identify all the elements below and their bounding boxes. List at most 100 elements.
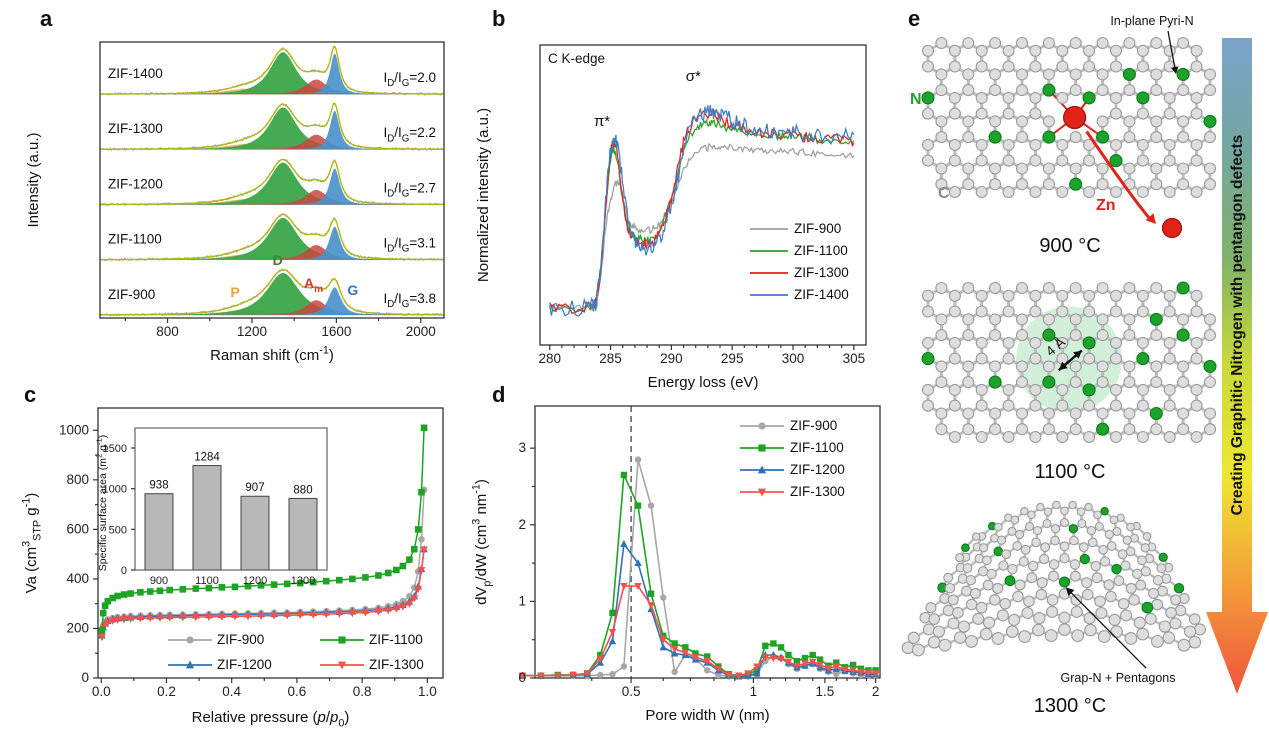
y-tick-label: 1000	[103, 484, 127, 496]
carbon-atom	[1042, 360, 1055, 373]
carbon-atom	[1203, 376, 1217, 389]
y-axis-label: Normalized intensity (a.u.)	[475, 108, 492, 282]
legend-item: ZIF-900	[217, 632, 264, 647]
carbon-atom	[962, 84, 975, 97]
carbon-atom	[996, 535, 1007, 545]
bar-category-label: 1100	[195, 575, 219, 587]
carbon-atom	[1042, 115, 1055, 128]
panel-b-label: b	[492, 6, 506, 31]
carbon-atom	[1015, 178, 1029, 191]
carbon-atom	[927, 635, 941, 649]
carbon-atom	[943, 572, 954, 583]
carbon-atom	[1029, 154, 1042, 167]
caption-900c: 900 °C	[1039, 235, 1100, 257]
nitrogen-atom	[961, 543, 970, 553]
y-tick-label: 1500	[103, 443, 127, 455]
carbon-atom	[1126, 522, 1135, 532]
carbon-atom	[948, 399, 961, 412]
carbon-atom	[1056, 383, 1069, 396]
x-tick-label: 290	[660, 351, 683, 366]
process-gradient-arrowhead	[1206, 612, 1268, 694]
carbon-atom	[1117, 597, 1130, 610]
carbon-atom	[1109, 60, 1123, 73]
carbon-atom	[1150, 329, 1163, 342]
carbon-atom	[992, 582, 1004, 594]
x-tick-label: 0.2	[157, 684, 176, 699]
carbon-atom	[1042, 313, 1055, 326]
carbon-atom	[1188, 613, 1201, 625]
nitrogen-atom	[1042, 328, 1056, 342]
carbon-atom	[1098, 544, 1109, 555]
isotherm-ZIF-1100	[98, 424, 428, 634]
carbon-atom	[1096, 84, 1109, 97]
carbon-atom	[1190, 289, 1203, 302]
carbon-atom	[921, 289, 935, 302]
carbon-atom	[1094, 521, 1104, 532]
panel-a-label: a	[40, 6, 53, 31]
sample-label: ZIF-900	[108, 287, 155, 302]
carbon-atom	[1076, 507, 1086, 517]
carbon-atom	[1177, 313, 1190, 326]
legend-item: ZIF-1300	[790, 484, 845, 499]
carbon-atom	[1069, 376, 1082, 389]
bar-category-label: 1200	[243, 575, 267, 587]
carbon-atom	[1177, 115, 1190, 128]
carbon-atom	[1035, 588, 1048, 601]
carbon-atom	[957, 620, 971, 633]
peak-annotation: σ*	[686, 68, 701, 85]
x-tick-label: 2000	[406, 324, 436, 339]
carbon-atom	[1108, 613, 1121, 627]
carbon-atom	[935, 313, 948, 326]
carbon-atom	[986, 568, 997, 580]
carbon-atom	[1056, 305, 1069, 318]
nitrogen-atom	[1109, 154, 1123, 168]
nitrogen-atom	[988, 375, 1002, 389]
carbon-atom	[1163, 305, 1176, 318]
carbon-atom	[1096, 360, 1109, 373]
carbon-atom	[1002, 305, 1015, 318]
carbon-atom	[962, 360, 975, 373]
carbon-atom	[1056, 91, 1069, 104]
x-tick-label: 280	[538, 351, 561, 366]
carbon-atom	[1123, 36, 1136, 50]
x-tick-label: 0.6	[288, 684, 307, 699]
carbon-atom	[1123, 84, 1136, 97]
molecule-900c	[921, 36, 1217, 199]
carbon-atom	[1132, 568, 1143, 580]
carbon-atom	[1002, 44, 1015, 57]
nitrogen-atom	[1141, 601, 1154, 614]
carbon-atom	[938, 638, 952, 652]
process-arrow-text: Creating Graphitic Nitrogen with pentang…	[1229, 135, 1246, 516]
carbon-atom	[1096, 68, 1109, 81]
carbon-atom	[1136, 44, 1149, 57]
carbon-atom	[1165, 606, 1177, 619]
carbon-atom	[1027, 560, 1039, 572]
carbon-atom	[1002, 60, 1015, 73]
bar-value-label: 938	[149, 480, 168, 492]
carbon-atom	[1078, 542, 1089, 553]
carbon-atom	[1109, 352, 1123, 365]
carbon-atom	[928, 613, 941, 625]
carbon-atom	[922, 623, 935, 636]
carbon-atom	[1042, 178, 1055, 191]
carbon-atom	[1014, 529, 1025, 540]
raman-row-ZIF-1200: ZIF-1200 ID/IG=2.7	[100, 158, 444, 207]
carbon-atom	[1190, 60, 1203, 73]
carbon-atom	[989, 329, 1002, 342]
carbon-atom	[948, 185, 961, 199]
bar-value-label: 880	[293, 484, 312, 496]
carbon-atom	[989, 115, 1002, 128]
carbon-atom	[1113, 575, 1125, 587]
carbon-atom	[962, 36, 975, 50]
carbon-atom	[935, 329, 948, 342]
carbon-atom	[921, 336, 935, 349]
y-axis-label: Intensity (a.u.)	[25, 132, 42, 227]
carbon-atom	[911, 643, 925, 657]
nitrogen-atom	[1158, 552, 1168, 562]
bar-category-label: 900	[150, 575, 168, 587]
raman-row-ZIF-1100: ZIF-1100 ID/IG=3.1	[100, 213, 444, 262]
carbon-atom	[972, 612, 985, 625]
carbon-atom	[981, 555, 992, 566]
x-tick-label: 285	[599, 351, 622, 366]
carbon-atom	[1036, 577, 1048, 589]
